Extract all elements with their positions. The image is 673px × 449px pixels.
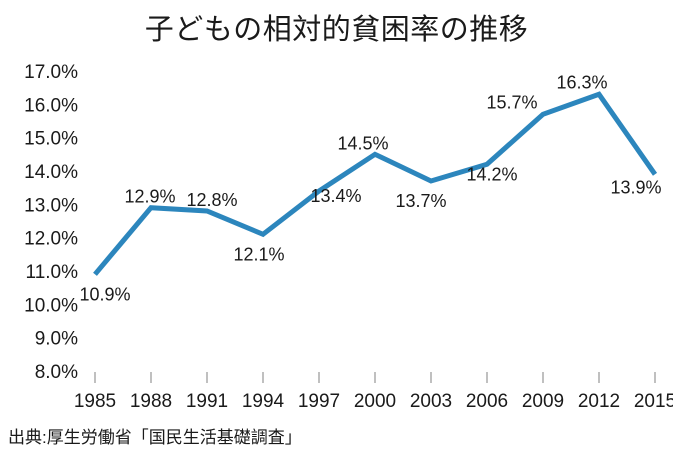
data-point-label: 13.4%	[310, 186, 361, 206]
x-axis-tick-label: 1988	[130, 391, 172, 412]
y-axis-tick-label: 12.0%	[24, 229, 78, 250]
x-axis-tick-label: 1985	[74, 391, 116, 412]
source-note: 出典:厚生労働省「国民生活基礎調査」	[8, 428, 302, 447]
y-axis-tick-label: 8.0%	[35, 362, 78, 383]
x-axis-tick-label: 2012	[578, 391, 620, 412]
y-axis-tick-label: 10.0%	[24, 295, 78, 316]
x-axis-tick-label: 2015	[634, 391, 673, 412]
chart-title: 子どもの相対的貧困率の推移	[144, 14, 529, 46]
x-axis-tick-label: 2006	[466, 391, 508, 412]
data-point-label: 15.7%	[486, 92, 537, 112]
data-point-label: 12.8%	[186, 190, 237, 210]
x-axis-tick-label: 1994	[242, 391, 285, 412]
trend-line	[93, 91, 658, 276]
data-point-label: 14.5%	[337, 133, 388, 153]
data-point-label: 13.9%	[610, 177, 661, 197]
data-point-label: 12.9%	[124, 187, 175, 207]
y-axis-tick-label: 16.0%	[24, 95, 78, 116]
x-axis-tick-label: 2000	[354, 391, 396, 412]
x-axis-tick-label: 1991	[186, 391, 228, 412]
x-axis-tick-label: 2009	[522, 391, 564, 412]
data-point-label: 13.7%	[395, 191, 446, 211]
y-axis-tick-label: 9.0%	[35, 329, 78, 350]
x-axis-tick-label: 2003	[410, 391, 452, 412]
x-axis-tick-label: 1997	[298, 391, 340, 412]
data-point-label: 12.1%	[233, 244, 284, 264]
data-point-label: 10.9%	[79, 284, 130, 304]
y-axis-tick-label: 13.0%	[24, 195, 78, 216]
y-axis-tick-label: 15.0%	[24, 129, 78, 150]
y-axis-tick-label: 14.0%	[24, 162, 78, 183]
data-point-label: 14.2%	[466, 164, 517, 184]
y-axis-tick-label: 17.0%	[24, 62, 78, 83]
data-point-label: 16.3%	[556, 72, 607, 92]
y-axis-tick-label: 11.0%	[26, 262, 79, 283]
